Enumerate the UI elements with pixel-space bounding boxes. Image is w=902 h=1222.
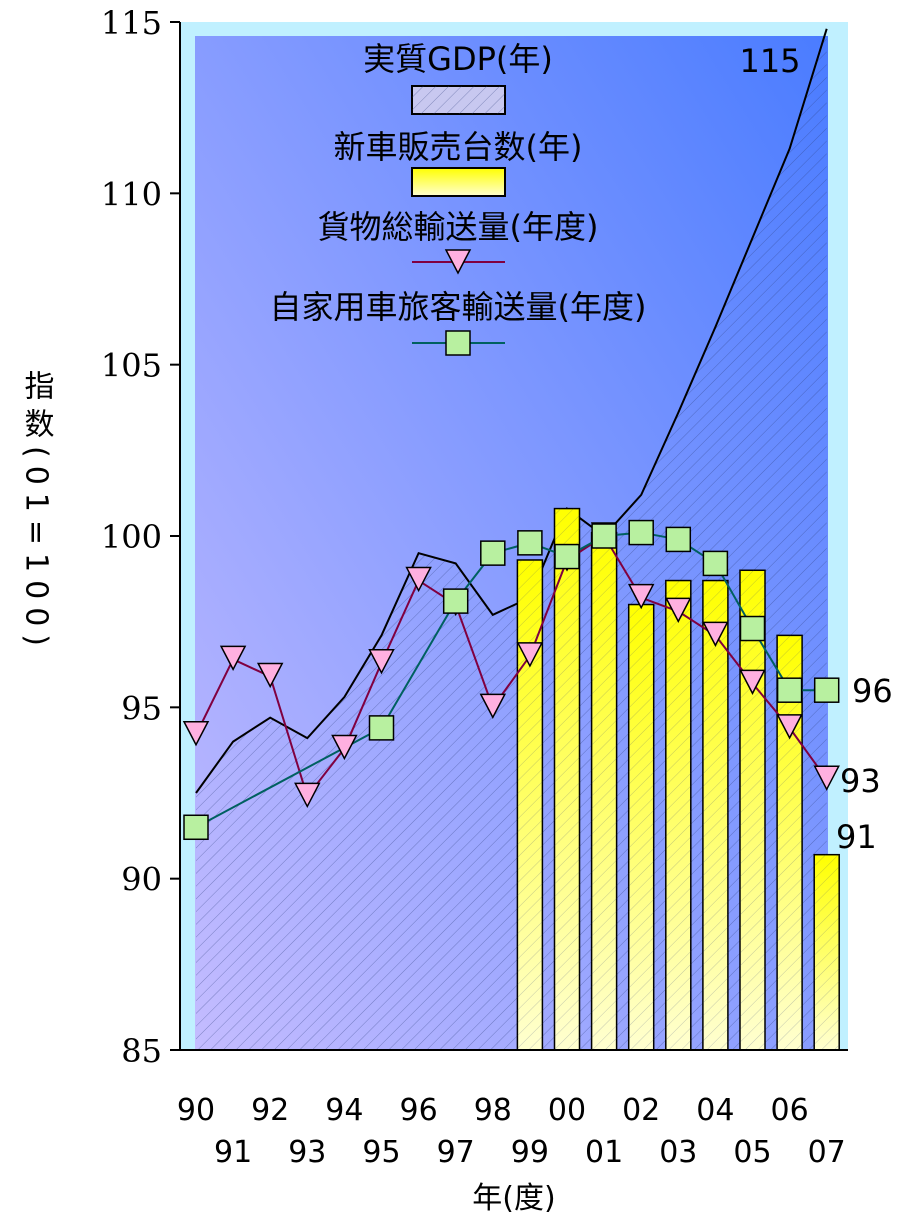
y-tick-115: 115	[101, 4, 162, 42]
legend-label-1: 新車販売台数(年)	[334, 128, 583, 166]
x-tick-94: 94	[325, 1093, 363, 1128]
passenger-point-03	[665, 526, 692, 553]
legend-label-0: 実質GDP(年)	[363, 40, 553, 78]
legend-swatch-gdp-hatch	[412, 86, 505, 114]
passenger-point-02	[628, 519, 654, 546]
freight-point-99	[516, 642, 544, 668]
freight-point-91	[219, 645, 247, 671]
y-tick-90: 90	[121, 861, 162, 899]
y-tick-100: 100	[101, 518, 162, 556]
passenger-point-07	[813, 677, 840, 703]
end-label-91: 91	[836, 818, 877, 856]
end-label-96: 96	[852, 672, 893, 710]
bar-hatch-04	[702, 580, 728, 1050]
x-tick-96: 96	[400, 1093, 438, 1128]
bar-hatch-00	[554, 508, 580, 1050]
freight-point-04	[702, 621, 729, 647]
legend-swatch-cars	[411, 167, 506, 197]
bar-hatch-05	[740, 570, 765, 1050]
passenger-point-05	[739, 615, 766, 642]
freight-point-96	[405, 566, 432, 593]
freight-point-05	[739, 669, 766, 695]
x-tick-93: 93	[288, 1135, 326, 1170]
passenger-point-98	[480, 540, 506, 566]
x-tick-92: 92	[251, 1093, 289, 1128]
x-tick-98: 98	[474, 1093, 512, 1128]
y-tick-105: 105	[101, 347, 162, 385]
bar-hatch-99	[517, 559, 543, 1050]
bar-hatch-03	[665, 580, 691, 1050]
x-tick-95: 95	[362, 1135, 400, 1170]
x-tick-06: 06	[771, 1093, 809, 1128]
x-tick-07: 07	[808, 1135, 846, 1170]
x-tick-90: 90	[177, 1093, 215, 1128]
legend-swatch-passenger-marker	[445, 330, 471, 356]
x-tick-05: 05	[733, 1135, 771, 1170]
end-label-93: 93	[840, 762, 881, 800]
freight-point-93	[294, 782, 321, 809]
freight-point-94	[331, 734, 358, 761]
y-tick-110: 110	[101, 175, 162, 213]
x-tick-04: 04	[696, 1093, 734, 1128]
x-tick-99: 99	[511, 1135, 549, 1170]
passenger-point-00	[554, 543, 580, 570]
x-tick-02: 02	[622, 1093, 660, 1128]
end-label-115: 115	[739, 42, 800, 80]
x-tick-00: 00	[548, 1093, 586, 1128]
legend-label-2: 貨物総輸送量(年度)	[318, 208, 599, 246]
x-axis-title: 年(度)	[472, 1181, 555, 1216]
y-tick-85: 85	[121, 1032, 162, 1070]
gdp-line	[195, 28, 828, 794]
freight-point-02	[627, 583, 655, 610]
freight-point-03	[665, 597, 692, 624]
passenger-point-95	[368, 715, 395, 741]
passenger-point-01	[591, 523, 617, 549]
bar-hatch-01	[591, 532, 617, 1050]
legend-label-3: 自家用車旅客輸送量(年度)	[270, 288, 647, 326]
bar-hatch-07	[814, 854, 840, 1050]
legend-swatch-freight-marker	[444, 249, 472, 275]
passenger-point-04	[702, 550, 729, 577]
passenger-point-99	[517, 530, 543, 556]
bar-hatch-02	[628, 604, 654, 1050]
freight-point-07	[813, 765, 840, 791]
freight-point-06	[776, 714, 803, 740]
bar-hatch-06	[777, 635, 803, 1050]
passenger-point-90	[183, 814, 209, 841]
x-tick-03: 03	[659, 1135, 697, 1170]
y-axis-title: 指数(01=100)	[19, 370, 55, 654]
x-tick-97: 97	[437, 1135, 475, 1170]
x-tick-01: 01	[585, 1135, 623, 1170]
x-tick-91: 91	[214, 1135, 252, 1170]
passenger-point-97	[442, 588, 469, 614]
freight-point-90	[182, 720, 210, 747]
y-tick-95: 95	[121, 689, 162, 727]
freight-line	[195, 534, 828, 799]
freight-point-98	[479, 693, 507, 719]
freight-point-95	[368, 649, 395, 675]
freight-point-92	[256, 662, 284, 689]
passenger-point-06	[776, 677, 803, 703]
